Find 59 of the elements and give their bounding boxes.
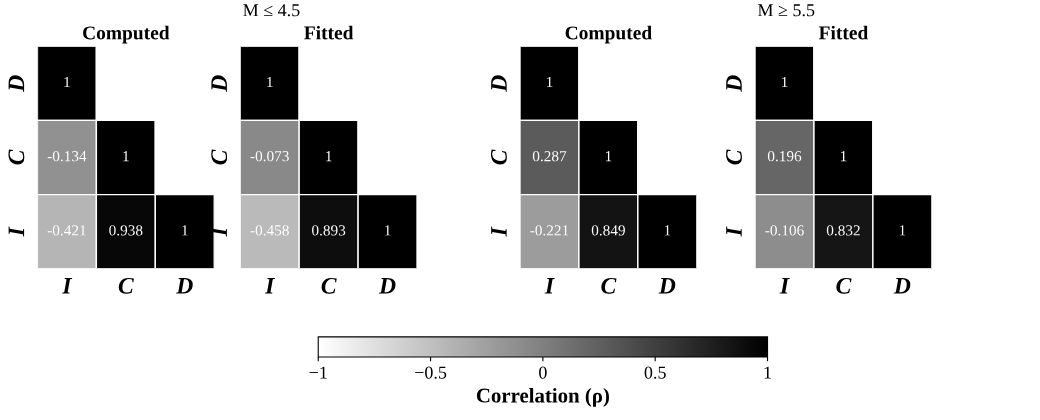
data-label: -0.134 (47, 151, 87, 162)
chart-title: Fitted (818, 25, 869, 40)
y-tick-label: I (726, 226, 742, 237)
data-label: 1 (385, 225, 391, 236)
x-tick-label: C (836, 277, 852, 294)
data-label: -0.458 (250, 225, 289, 236)
data-label: 0.893 (312, 225, 346, 236)
y-tick-label: D (211, 75, 227, 92)
y-tick-label: C (726, 149, 742, 165)
x-tick-label: D (378, 278, 396, 294)
data-label: 1 (899, 225, 906, 236)
x-tick-label: D (658, 278, 676, 294)
x-tick-label: C (118, 277, 134, 294)
data-label: 1 (64, 76, 70, 87)
color-bar-label: 0 (539, 366, 547, 379)
data-label: 1 (782, 76, 788, 87)
x-tick-label: D (176, 278, 193, 294)
data-label: 0.287 (532, 151, 567, 162)
chart-title: Computed (83, 25, 170, 44)
data-label: 1 (123, 151, 129, 162)
data-label: 1 (267, 76, 273, 87)
x-tick-label: I (544, 278, 555, 294)
data-label: -0.221 (530, 225, 569, 236)
data-label: 0.832 (826, 225, 860, 236)
data-label: 1 (546, 76, 553, 87)
y-tick-label: I (491, 226, 507, 237)
color-bar-label: −1 (309, 366, 327, 379)
y-tick-label: D (8, 75, 25, 92)
data-label: 1 (326, 151, 332, 162)
x-tick-label: D (893, 278, 911, 294)
color-bar-label: 1 (764, 366, 771, 379)
data-label: -0.421 (47, 225, 86, 236)
x-tick-label: C (601, 277, 617, 294)
data-label: 0.938 (109, 225, 143, 236)
data-label: 1 (605, 151, 612, 162)
color-bar-label: 0.5 (644, 366, 666, 379)
text: M ≥ 5.5 (757, 4, 815, 17)
y-tick-label: C (491, 149, 507, 165)
text: M ≤ 4.5 (243, 4, 300, 17)
data-label: 1 (664, 225, 671, 236)
y-tick-label: D (726, 75, 742, 92)
data-label: -0.106 (765, 225, 804, 236)
chart-title: Computed (565, 25, 652, 44)
x-tick-label: C (321, 277, 337, 294)
data-label: 0.196 (767, 151, 802, 162)
chart-title: Fitted (304, 25, 354, 40)
color-bar-title: Correlation (ρ) (476, 387, 609, 407)
color-bar-label: −0.5 (415, 366, 447, 379)
x-tick-label: I (62, 278, 73, 294)
data-label: 0.849 (591, 225, 625, 236)
x-tick-label: I (264, 278, 275, 294)
data-label: -0.073 (250, 151, 289, 162)
y-tick-label: I (8, 226, 25, 237)
data-label: 1 (182, 225, 188, 236)
y-tick-label: C (211, 149, 228, 165)
x-tick-label: I (779, 278, 790, 294)
data-label: 1 (840, 151, 847, 162)
y-tick-label: C (8, 149, 25, 165)
y-tick-label: D (491, 75, 507, 92)
